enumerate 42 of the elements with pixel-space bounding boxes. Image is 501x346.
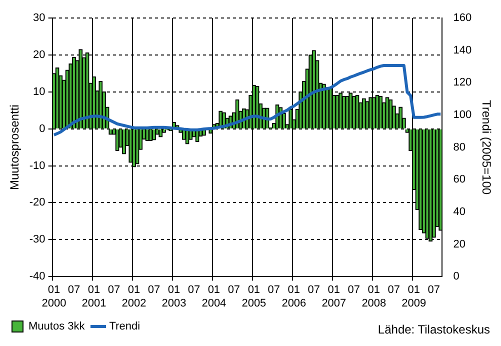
y2-tick-label: 80 [453, 141, 466, 154]
y2-tick-label: 40 [453, 206, 466, 218]
x-tick-label: 07 [268, 284, 280, 296]
y-tick-label: -40 [29, 270, 46, 283]
y2-tick-label: 100 [453, 109, 472, 122]
x-tick-label: 01 2007 [322, 284, 346, 310]
y2-tick-label: 160 [453, 12, 472, 24]
legend-label: Muutos 3kk [28, 320, 86, 333]
y2-tick-label: 120 [453, 76, 472, 89]
y-tick-label: 20 [33, 48, 46, 61]
y-tick-label: -10 [29, 160, 46, 172]
y-tick-label: 0 [39, 122, 46, 135]
x-tick-label: 01 2000 [42, 284, 66, 310]
x-tick-label: 07 [308, 284, 320, 296]
x-tick-label: 07 [148, 284, 160, 296]
x-tick-label: 01 2001 [82, 284, 106, 310]
text: Lähde: Tilastokeskus [378, 322, 490, 336]
y2-tick-label: 0 [453, 270, 460, 283]
x-tick-label: 01 2002 [122, 284, 146, 310]
x-tick-label: 07 [388, 284, 400, 296]
x-tick-label: 01 2004 [202, 284, 226, 310]
y-tick-label: -30 [29, 234, 46, 246]
x-tick-label: 07 [348, 284, 360, 296]
legend-label: Trendi [109, 320, 140, 333]
y-axis-title: Muutosprosentti [8, 104, 22, 190]
y2-tick-label: 20 [453, 238, 466, 250]
x-tick-label: 01 2006 [282, 284, 306, 310]
y2-axis-title: Trendi (2005=100 [479, 100, 494, 195]
y-tick-label: 10 [33, 86, 46, 98]
x-tick-label: 07 [188, 284, 200, 296]
y2-tick-label: 140 [453, 44, 472, 56]
x-tick-label: 07 [428, 284, 440, 296]
x-tick-label: 01 2009 [402, 284, 426, 310]
x-tick-label: 01 2003 [162, 284, 186, 310]
x-tick-label: 01 2005 [242, 284, 266, 310]
y-tick-label: 30 [33, 12, 46, 24]
x-tick-label: 07 [228, 284, 240, 296]
x-tick-label: 07 [68, 284, 80, 296]
x-tick-label: 07 [108, 284, 120, 296]
y2-tick-label: 60 [453, 174, 466, 186]
x-tick-label: 01 2008 [362, 284, 386, 310]
y-tick-label: -20 [29, 196, 46, 209]
